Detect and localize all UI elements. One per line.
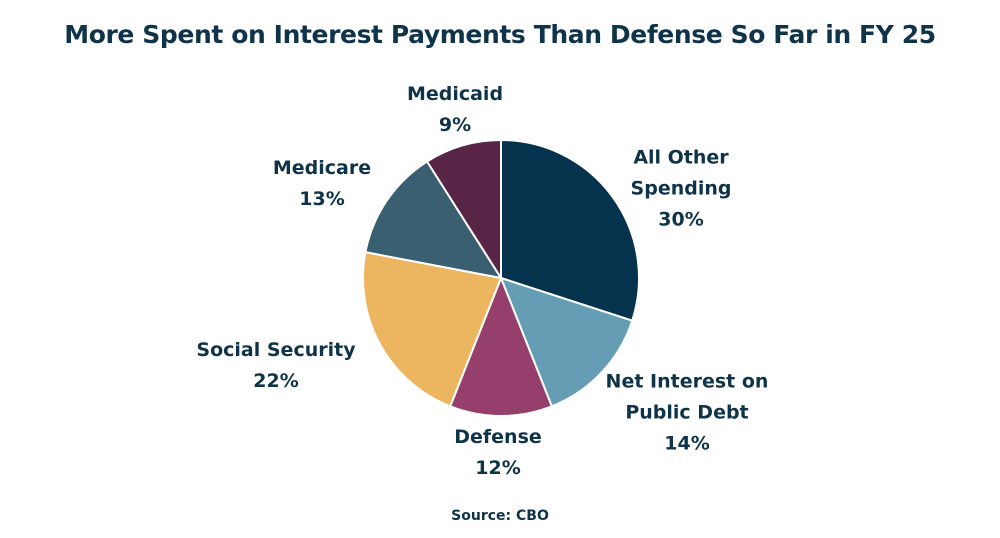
slice-name: Social Security <box>196 339 356 361</box>
slice-label-0: All Other Spending 30% <box>631 143 732 236</box>
pie-slice-1 <box>499 276 634 408</box>
slice-name: Spending <box>630 177 732 200</box>
slice-label-3: Social Security 22% <box>196 335 355 397</box>
pie-slice-0 <box>500 138 640 322</box>
chart-title: More Spent on Interest Payments Than Def… <box>64 20 936 49</box>
slice-label-4: Medicare 13% <box>273 153 371 215</box>
pie-slice-2 <box>448 275 554 417</box>
slice-name: Medicare <box>272 157 372 179</box>
slice-value: 22% <box>253 370 299 392</box>
pie-slice-4 <box>364 160 504 280</box>
slice-name: Public Debt <box>625 401 749 424</box>
slice-value: 30% <box>658 208 704 231</box>
slice-value: 13% <box>299 188 345 210</box>
slice-value: 14% <box>664 432 710 455</box>
slice-label-5: Medicaid 9% <box>407 79 503 141</box>
slice-label-1: Net Interest on Public Debt 14% <box>606 367 769 460</box>
slice-value: 12% <box>475 457 521 479</box>
slice-label-2: Defense 12% <box>454 422 542 484</box>
pie-slice-5 <box>425 138 502 282</box>
slice-name: All Other <box>633 146 729 169</box>
slice-name: Medicaid <box>406 83 504 105</box>
source-note: Source: CBO <box>451 508 549 524</box>
slice-name: Defense <box>454 426 542 448</box>
slice-value: 9% <box>438 114 472 136</box>
pie-slice-3 <box>362 250 503 408</box>
slice-name: Net Interest on <box>605 370 769 393</box>
